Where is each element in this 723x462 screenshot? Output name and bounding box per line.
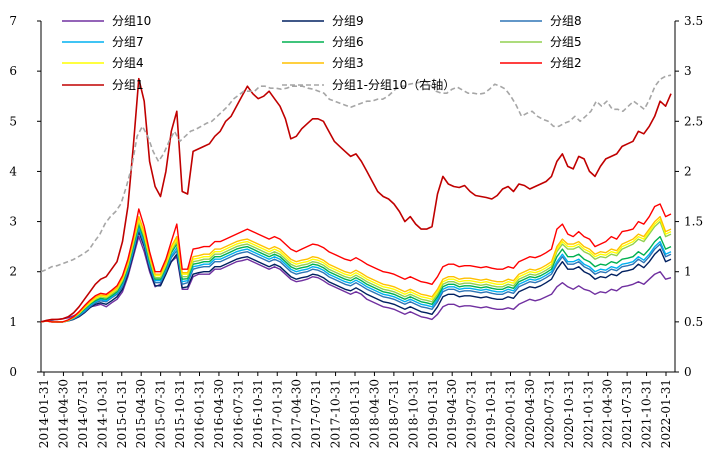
- legend-label-9: 分组2: [550, 56, 582, 70]
- right-tick-label: 1: [684, 265, 692, 279]
- legend-label-11: 分组1-分组10（右轴）: [332, 77, 455, 92]
- left-tick-label: 1: [9, 315, 17, 329]
- x-tick-label: 2015-07-31: [154, 379, 168, 448]
- x-tick-label: 2020-07-31: [542, 379, 556, 448]
- right-tick-label: 2: [684, 164, 692, 178]
- left-tick-label: 2: [9, 265, 17, 279]
- left-tick-label: 3: [9, 215, 17, 229]
- x-tick-label: 2016-07-31: [231, 379, 245, 448]
- left-tick-label: 6: [9, 64, 17, 78]
- right-tick-label: 3.5: [684, 14, 703, 28]
- legend-label-1: 分组10: [112, 14, 151, 28]
- series-line-4: [40, 225, 672, 323]
- x-tick-label: 2014-04-30: [56, 379, 70, 448]
- x-tick-label: 2015-10-31: [173, 379, 187, 448]
- x-tick-label: 2016-04-30: [212, 379, 226, 448]
- right-tick-label: 0.5: [684, 315, 703, 329]
- x-tick-label: 2019-10-31: [484, 379, 498, 448]
- x-tick-label: 2018-10-31: [406, 379, 420, 448]
- series-line-1: [40, 235, 672, 323]
- x-tick-label: 2017-04-30: [290, 379, 304, 448]
- x-tick-label: 2018-07-31: [387, 379, 401, 448]
- x-tick-label: 2021-10-31: [640, 379, 654, 448]
- x-tick-label: 2015-01-31: [115, 379, 129, 448]
- x-tick-label: 2020-10-31: [562, 379, 576, 448]
- x-tick-label: 2016-10-31: [251, 379, 265, 448]
- legend-label-4: 分组7: [112, 35, 144, 49]
- x-tick-label: 2020-04-30: [523, 379, 537, 448]
- legend-label-5: 分组6: [332, 35, 364, 49]
- axes: 0 1 2 3 4 5 6 7 0 0.5 1 1.5 2 2.5 3 3.5 2014-01-31 2014-0…: [9, 14, 703, 448]
- x-tick-label: 2019-01-31: [426, 379, 440, 448]
- left-tick-label: 5: [9, 114, 17, 128]
- legend-label-2: 分组9: [332, 14, 364, 28]
- legend-label-3: 分组8: [550, 14, 582, 28]
- right-tick-label: 0: [684, 365, 692, 379]
- x-tick-label: 2017-10-31: [329, 379, 343, 448]
- x-tick-label: 2021-04-30: [601, 379, 615, 448]
- x-tick-label: 2020-01-31: [504, 379, 518, 448]
- x-tick-label: 2022-01-31: [659, 379, 673, 448]
- x-tick-label: 2019-04-30: [445, 379, 459, 448]
- series-line-8: [40, 215, 672, 323]
- series-line-6: [40, 220, 672, 323]
- x-tick-label: 2017-01-31: [270, 379, 284, 448]
- right-tick-label: 1.5: [684, 215, 703, 229]
- x-tick-label: 2015-04-30: [134, 379, 148, 448]
- left-tick-label: 4: [9, 164, 17, 178]
- left-tick-label: 7: [9, 14, 17, 28]
- legend-label-6: 分组5: [550, 35, 582, 49]
- legend-label-10: 分组1: [112, 78, 144, 92]
- x-tick-label: 2019-07-31: [465, 379, 479, 448]
- x-tick-label: 2018-01-31: [348, 379, 362, 448]
- right-tick-label: 3: [684, 64, 692, 78]
- x-tick-label: 2014-01-31: [37, 379, 51, 448]
- x-tick-label: 2014-07-31: [76, 379, 90, 448]
- left-tick-label: 0: [9, 365, 17, 379]
- series-line-11: [40, 74, 672, 273]
- x-tick-label: 2021-01-31: [581, 379, 595, 448]
- x-tick-label: 2016-01-31: [193, 379, 207, 448]
- legend: 分组10 分组9 分组8 分组7 分组6 分组5 分组4 分组3 分组2 分组1 分组1-分组10（…: [62, 14, 582, 92]
- x-tick-label: 2021-07-31: [620, 379, 634, 448]
- series-line-10: [40, 77, 672, 323]
- plot-area: [40, 74, 672, 323]
- series-line-9: [40, 203, 672, 323]
- legend-label-7: 分组4: [112, 56, 144, 70]
- x-tick-label: 2018-04-30: [367, 379, 381, 448]
- x-tick-label: 2017-07-31: [309, 379, 323, 448]
- legend-label-8: 分组3: [332, 56, 364, 70]
- x-tick-label: 2014-10-31: [95, 379, 109, 448]
- right-tick-label: 2.5: [684, 114, 703, 128]
